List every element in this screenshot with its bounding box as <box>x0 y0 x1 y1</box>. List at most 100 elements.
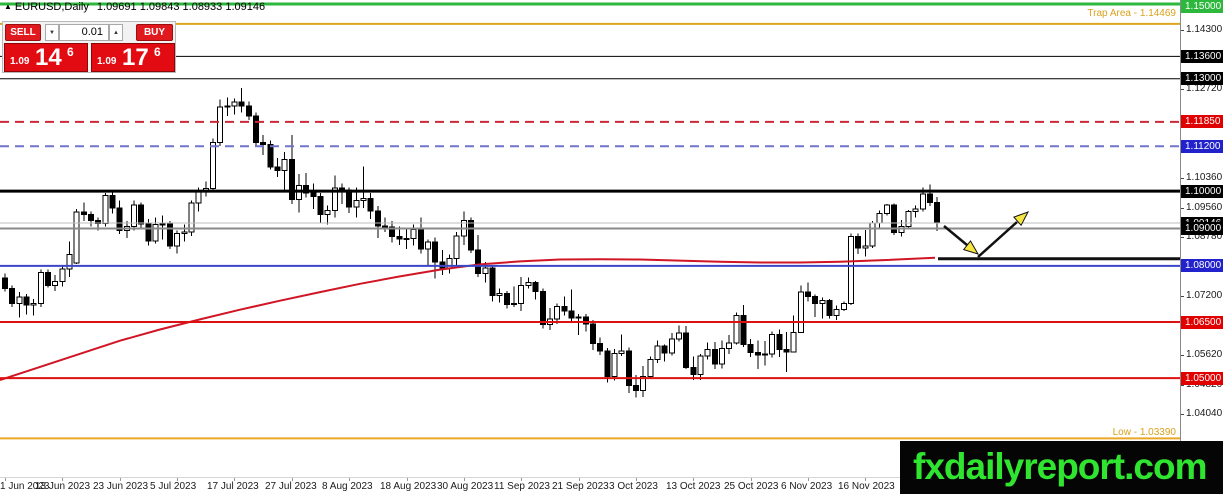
candle <box>30 298 37 316</box>
candle <box>776 329 783 357</box>
candle <box>518 277 525 311</box>
candle <box>690 356 697 380</box>
candle <box>425 239 432 266</box>
candle <box>382 217 389 233</box>
price-axis-label: 1.07200 <box>1186 290 1223 301</box>
candle <box>66 241 73 278</box>
date-axis-label: 13 Oct 2023 <box>666 481 721 492</box>
candle <box>324 205 331 225</box>
date-axis-label: 21 Sep 2023 <box>552 481 609 492</box>
symbol-collapse-icon: ▲ <box>4 2 12 11</box>
candle <box>453 232 460 266</box>
candle <box>52 275 59 291</box>
date-axis-tick <box>177 478 178 481</box>
buy-price-button[interactable]: 1.09 17 6 <box>91 43 175 72</box>
candle <box>403 228 410 250</box>
candle <box>840 301 847 311</box>
projection-arrow-down[interactable] <box>943 225 980 255</box>
candle <box>704 342 711 360</box>
price-axis-highlight-1.09000: 1.09000 <box>1181 222 1223 235</box>
candle <box>446 254 453 274</box>
candles <box>2 87 941 398</box>
price-axis-label: 1.10360 <box>1186 172 1223 183</box>
price-axis-highlight-1.05000: 1.05000 <box>1181 372 1223 385</box>
candle <box>711 342 718 369</box>
price-axis-highlight-1.13600: 1.13600 <box>1181 50 1223 63</box>
candle <box>554 303 561 324</box>
price-axis-tick <box>1181 355 1184 356</box>
price-axis-highlight-1.06500: 1.06500 <box>1181 316 1223 329</box>
candle <box>367 192 374 220</box>
date-axis-tick <box>407 478 408 481</box>
candle <box>503 290 510 309</box>
candle <box>597 337 604 355</box>
candle <box>73 209 80 265</box>
price-axis-tick <box>1181 237 1184 238</box>
date-axis-label: 23 Jun 2023 <box>93 481 149 492</box>
candle <box>833 305 840 321</box>
candle <box>561 296 568 316</box>
date-axis-label: 3 Oct 2023 <box>609 481 658 492</box>
candle <box>805 282 812 302</box>
candle <box>267 140 274 170</box>
candle <box>754 340 761 370</box>
price-axis-tick <box>1181 178 1184 179</box>
candle <box>166 220 173 250</box>
candle <box>611 348 618 381</box>
candle <box>23 293 30 315</box>
sell-price-button[interactable]: 1.09 14 6 <box>4 43 88 72</box>
candle <box>740 305 747 348</box>
candle <box>905 210 912 229</box>
buy-price-big: 17 <box>122 44 149 71</box>
volume-input[interactable]: 0.01 <box>59 24 109 41</box>
candle <box>826 298 833 319</box>
candle <box>726 335 733 354</box>
price-axis-tick <box>1181 414 1184 415</box>
price-axis[interactable]: 1.14300 1.12720 1.10360 1.09560 1.08780 1.072… <box>1180 0 1223 477</box>
watermark: fxdailyreport.com <box>900 441 1223 494</box>
candle <box>862 229 869 257</box>
candle <box>80 202 87 221</box>
candle <box>762 341 769 366</box>
symbol-ohlc-header: ▲ EURUSD,Daily 1.09691 1.09843 1.08933 1.0… <box>4 1 265 13</box>
candle <box>604 348 611 383</box>
date-axis-tick <box>865 478 866 481</box>
buy-price-sup: 6 <box>154 45 161 59</box>
candle <box>374 206 381 238</box>
candle <box>174 230 181 254</box>
price-axis-highlight-1.11200: 1.11200 <box>1181 140 1223 153</box>
price-axis-label: 1.14300 <box>1186 24 1223 35</box>
candle <box>88 211 95 227</box>
candle <box>360 166 367 208</box>
price-axis-label: 1.04040 <box>1186 408 1223 419</box>
buy-button[interactable]: BUY <box>136 24 173 41</box>
sell-button[interactable]: SELL <box>5 24 41 41</box>
candle <box>496 288 503 303</box>
date-axis-label: 25 Oct 2023 <box>724 481 779 492</box>
projection-arrow-up[interactable] <box>977 211 1030 258</box>
candle <box>281 151 288 192</box>
candle <box>181 224 188 242</box>
date-axis-label: 27 Jul 2023 <box>265 481 317 492</box>
symbol-name: EURUSD,Daily <box>14 1 89 13</box>
candle <box>109 191 116 214</box>
candle <box>188 200 195 236</box>
candle <box>618 334 625 357</box>
candle <box>934 196 941 231</box>
date-axis-tick <box>5 478 6 481</box>
sell-price-big: 14 <box>35 44 62 71</box>
date-axis-label: 1 Jun 2023 <box>0 481 50 492</box>
candle <box>37 269 44 308</box>
price-axis-label: 1.05620 <box>1186 349 1223 360</box>
candle <box>769 331 776 358</box>
candle <box>303 173 310 198</box>
volume-increase-button[interactable]: ▲ <box>109 24 123 41</box>
candle <box>338 183 345 205</box>
price-chart[interactable] <box>0 0 1180 477</box>
price-axis-tick <box>1181 208 1184 209</box>
candle <box>733 312 740 345</box>
price-axis-tick <box>1181 385 1184 386</box>
candle <box>747 338 754 358</box>
volume-decrease-button[interactable]: ▼ <box>45 24 59 41</box>
candle <box>209 138 216 192</box>
